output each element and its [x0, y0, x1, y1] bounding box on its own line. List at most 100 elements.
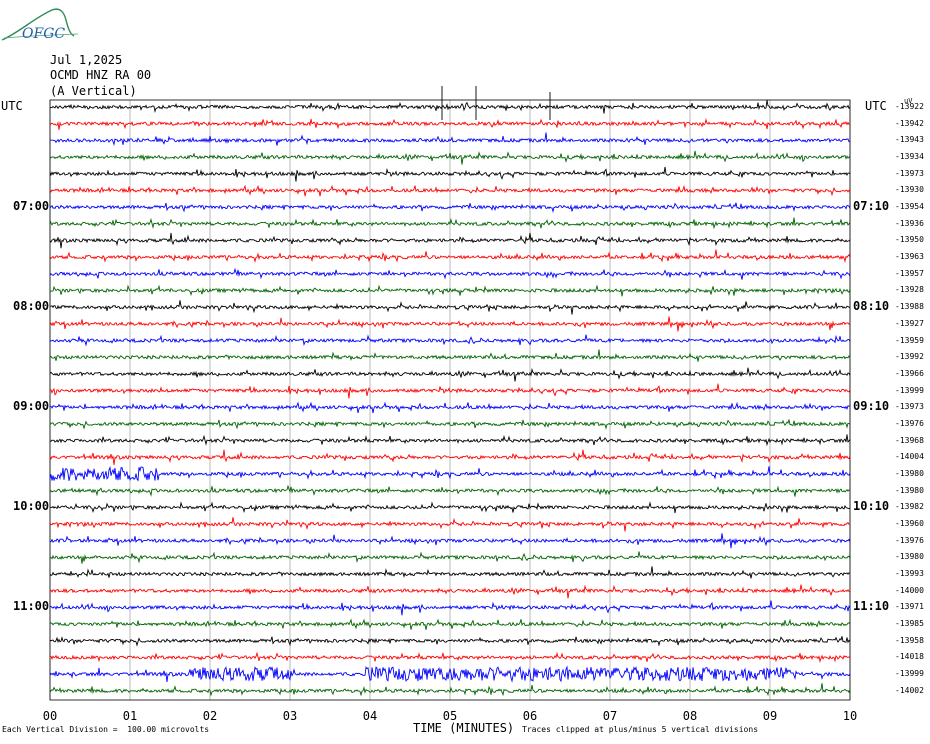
utc-label-left: UTC — [1, 99, 23, 113]
trace-offset-label: -13980 — [895, 552, 924, 562]
trace-offset-label: -14002 — [895, 685, 924, 695]
x-tick-label: 09 — [762, 709, 778, 723]
trace-30 — [50, 600, 851, 616]
scale-note: Each Vertical Division = 100.00 microvol… — [2, 725, 210, 734]
trace-10 — [49, 267, 851, 280]
trace-offset-label: -13950 — [895, 235, 924, 245]
trace-12 — [50, 300, 851, 315]
left-time-label: 08:00 — [13, 299, 50, 314]
trace-21 — [49, 449, 851, 466]
trace-offset-label: -13992 — [895, 352, 924, 362]
right-time-label: 11:10 — [853, 599, 890, 614]
trace-11 — [49, 284, 851, 297]
trace-35 — [49, 683, 851, 697]
trace-offset-label: -13927 — [895, 318, 924, 328]
trace-offset-label: -13982 — [895, 502, 924, 512]
trace-23 — [49, 484, 851, 497]
trace-offset-label: -13960 — [895, 519, 924, 528]
trace-offset-label: -13993 — [895, 569, 924, 579]
component-label: (A Vertical) — [50, 84, 137, 98]
trace-offset-label: -13963 — [895, 252, 924, 262]
trace-offset-label: -13957 — [895, 268, 924, 278]
units-label: uV — [904, 97, 913, 105]
trace-29 — [49, 584, 851, 599]
left-time-label: 11:00 — [13, 599, 50, 614]
trace-16 — [49, 367, 851, 382]
clip-note: Traces clipped at plus/minus 5 vertical … — [522, 725, 759, 734]
trace-3 — [49, 150, 851, 165]
utc-label-right: UTC — [865, 99, 887, 113]
trace-offset-label: -13980 — [895, 485, 924, 495]
trace-offset-label: -13973 — [895, 402, 924, 412]
trace-offset-label: -13988 — [895, 302, 924, 312]
trace-15 — [49, 349, 851, 362]
trace-31 — [49, 618, 851, 630]
x-tick-label: 00 — [42, 709, 58, 723]
trace-offset-label: -13942 — [895, 118, 924, 128]
trace-offset-label: -13958 — [895, 635, 924, 645]
trace-offset-label: -14018 — [895, 652, 924, 662]
trace-20 — [49, 434, 851, 447]
trace-offset-label: -13999 — [895, 669, 924, 679]
trace-offset-label: -13966 — [895, 368, 924, 378]
left-time-label: 09:00 — [13, 399, 50, 414]
trace-5 — [49, 184, 851, 197]
trace-32 — [49, 636, 851, 647]
trace-9 — [49, 249, 851, 264]
trace-offset-label: -13999 — [895, 385, 924, 395]
trace-offset-label: -13968 — [895, 435, 924, 445]
trace-19 — [49, 419, 851, 430]
x-tick-label: 10 — [842, 709, 858, 723]
left-time-label: 07:00 — [13, 199, 50, 214]
trace-24 — [49, 501, 851, 514]
trace-offset-label: -13943 — [895, 135, 924, 145]
x-tick-label: 04 — [362, 709, 378, 723]
trace-4 — [49, 166, 851, 182]
x-tick-label: 08 — [682, 709, 698, 723]
trace-offset-label: -14004 — [895, 452, 924, 462]
trace-offset-label: -13973 — [895, 168, 924, 178]
trace-34 — [49, 665, 851, 683]
trace-offset-label: -13976 — [895, 535, 924, 545]
right-time-label: 07:10 — [853, 199, 890, 214]
trace-offset-label: -13954 — [895, 202, 924, 212]
trace-18 — [49, 401, 851, 414]
left-time-label: 10:00 — [13, 499, 50, 514]
trace-offset-label: -14000 — [895, 585, 924, 595]
trace-14 — [49, 334, 851, 347]
trace-offset-label: -13980 — [895, 468, 924, 478]
x-tick-label: 07 — [602, 709, 618, 723]
trace-offset-label: -13971 — [895, 602, 924, 612]
trace-33 — [50, 651, 851, 664]
trace-offset-label: -13922 — [895, 102, 924, 111]
right-time-label: 09:10 — [853, 399, 890, 414]
trace-2 — [49, 132, 851, 147]
trace-offset-label: -13930 — [895, 185, 924, 195]
plot-frame — [49, 99, 851, 701]
trace-22 — [49, 465, 851, 482]
trace-7 — [49, 217, 851, 230]
x-axis-label: TIME (MINUTES) — [413, 721, 515, 735]
trace-offset-label: -13976 — [895, 418, 924, 428]
date-label: Jul 1,2025 — [50, 53, 123, 67]
trace-8 — [49, 232, 851, 249]
trace-17 — [49, 383, 851, 399]
trace-offset-label: -13936 — [895, 218, 924, 228]
trace-offset-label: -13928 — [895, 285, 924, 295]
trace-offset-label: -13934 — [895, 152, 924, 162]
x-tick-label: 01 — [122, 709, 138, 723]
right-time-label: 10:10 — [853, 499, 890, 514]
trace-6 — [49, 202, 851, 213]
trace-0 — [49, 99, 851, 114]
trace-offset-label: -13959 — [895, 335, 924, 345]
x-tick-label: 03 — [282, 709, 298, 723]
trace-1 — [49, 118, 851, 130]
ofgc-logo: OFGC — [0, 2, 80, 46]
trace-offset-label: -13985 — [895, 619, 924, 629]
trace-13 — [49, 316, 851, 332]
station-label: OCMD HNZ RA 00 — [50, 68, 152, 82]
trace-28 — [49, 566, 851, 579]
x-tick-label: 05 — [442, 709, 458, 723]
trace-26 — [49, 533, 851, 549]
